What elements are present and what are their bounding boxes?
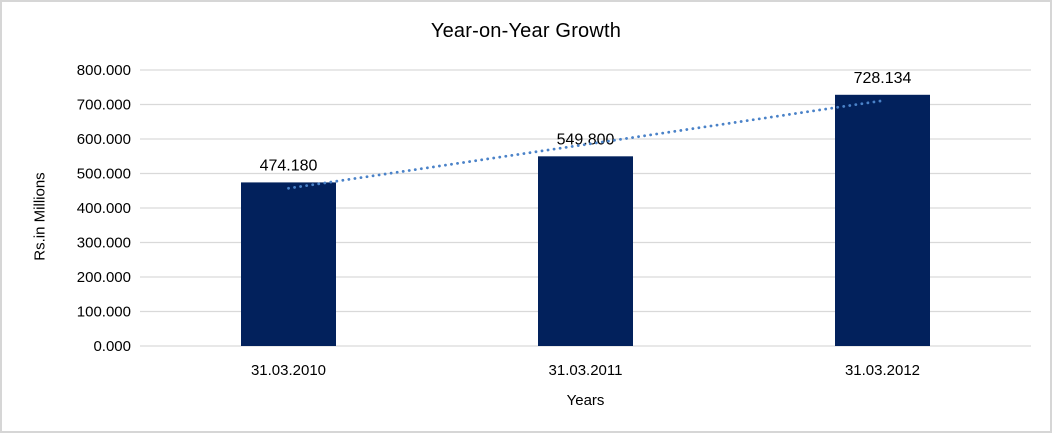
bar-data-label: 549.800 [557,131,615,148]
bar [835,94,930,347]
y-tick-label: 700.000 [77,97,131,114]
y-tick-label: 500.000 [77,166,131,183]
bar [241,182,336,346]
chart-title: Year-on-Year Growth [430,20,622,42]
x-category-label: 31.03.2010 [251,362,326,379]
y-tick-label: 100.000 [77,304,131,321]
trendline [287,99,884,190]
x-axis-title: Years [566,392,605,409]
y-tick-label: 800.000 [77,62,131,79]
x-category-label: 31.03.2012 [845,362,920,379]
bar-data-label: 728.134 [854,70,912,87]
y-tick-label: 400.000 [77,200,131,217]
y-tick-label: 300.000 [77,235,131,252]
y-tick-label: 600.000 [77,131,131,148]
x-category-label: 31.03.2011 [549,362,623,379]
y-tick-label: 200.000 [77,269,131,286]
y-tick-label: 0.000 [93,338,131,355]
bar-data-label: 474.180 [260,157,318,174]
bar [538,156,633,346]
